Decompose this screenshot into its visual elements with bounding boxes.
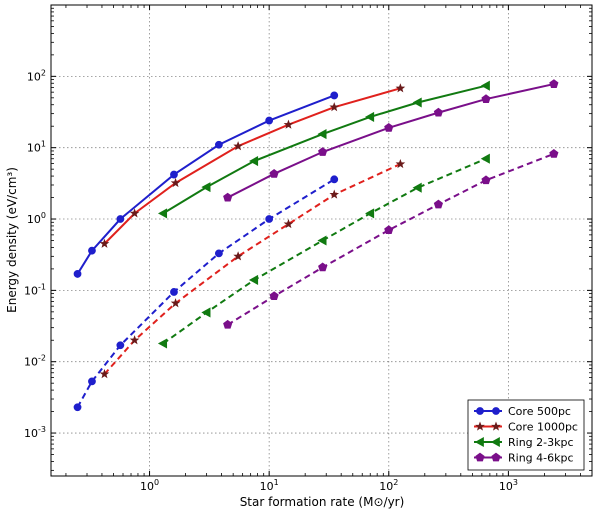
data-point-ring-2-3kpc-dashed	[480, 153, 490, 164]
x-tick-label: 100	[140, 478, 159, 493]
data-point-core-500pc-dashed	[330, 175, 339, 184]
legend-label-core-1000pc: Core 1000pc	[508, 421, 578, 434]
legend-marker-core-1000pc	[475, 421, 485, 431]
data-point-ring-4-6kpc-solid	[549, 79, 559, 88]
data-point-core-1000pc-solid	[283, 119, 294, 129]
data-point-core-1000pc-dashed	[283, 219, 294, 229]
data-point-core-500pc-solid	[330, 91, 339, 100]
series-line-ring-2-3kpc-dashed	[162, 157, 487, 345]
y-axis-label: Energy density (eV/cm³)	[5, 167, 19, 313]
legend: Core 500pc Core 1000pc Ring 2-3kpc Ring 4-6…	[467, 399, 585, 471]
data-point-core-500pc-solid	[215, 140, 223, 149]
data-point-ring-4-6kpc-dashed	[549, 149, 559, 158]
data-point-ring-2-3kpc-solid	[480, 80, 490, 91]
data-point-ring-2-3kpc-dashed	[248, 274, 259, 285]
data-point-core-500pc-dashed	[116, 341, 125, 350]
data-point-core-500pc-dashed	[88, 377, 96, 386]
x-tick-label: 103	[499, 478, 518, 493]
data-point-core-500pc-solid	[170, 170, 178, 179]
legend-marker-core-500pc	[492, 407, 500, 415]
data-point-ring-2-3kpc-solid	[157, 208, 168, 219]
data-point-ring-4-6kpc-dashed	[223, 319, 233, 329]
series-line-ring-4-6kpc-solid	[227, 83, 555, 199]
data-point-core-1000pc-solid	[233, 141, 243, 151]
y-tick-label: 10-1	[24, 282, 46, 297]
data-point-ring-2-3kpc-solid	[365, 111, 375, 122]
data-point-core-500pc-solid	[88, 246, 96, 255]
data-point-core-500pc-dashed	[170, 288, 178, 296]
data-point-ring-2-3kpc-solid	[317, 129, 327, 140]
axis-ticks: 100 101 102 103 10-3 10-2 10-1 100 101 102	[24, 5, 592, 493]
data-point-ring-4-6kpc-solid	[318, 147, 328, 156]
x-tick-label: 102	[379, 478, 398, 493]
data-point-core-1000pc-dashed	[170, 298, 181, 308]
x-axis-label: Star formation rate (M⊙/yr)	[240, 495, 405, 509]
data-point-ring-4-6kpc-solid	[269, 169, 279, 178]
legend-marker-core-500pc	[476, 407, 484, 415]
data-point-ring-4-6kpc-dashed	[318, 262, 328, 272]
data-point-core-500pc-solid	[116, 215, 125, 223]
legend-marker-core-1000pc	[491, 421, 501, 431]
data-point-ring-4-6kpc-solid	[223, 192, 233, 202]
series-line-core-1000pc-solid	[103, 87, 401, 245]
data-point-ring-2-3kpc-dashed	[365, 208, 375, 219]
data-point-ring-4-6kpc-dashed	[384, 225, 394, 234]
data-point-ring-4-6kpc-dashed	[269, 291, 279, 301]
data-point-ring-4-6kpc-dashed	[433, 199, 443, 209]
series-line-core-500pc-dashed	[76, 178, 335, 408]
data-point-ring-2-3kpc-solid	[248, 155, 259, 167]
data-point-ring-4-6kpc-solid	[433, 107, 443, 117]
legend-marker-ring-2-3kpc	[474, 436, 484, 448]
y-tick-label: 10-3	[24, 425, 46, 440]
x-tick-label: 101	[260, 478, 279, 493]
data-point-core-1000pc-solid	[395, 83, 406, 93]
legend-marker-ring-4-6kpc	[475, 452, 485, 462]
y-tick-label: 100	[27, 211, 46, 226]
data-point-core-500pc-dashed	[215, 249, 223, 258]
y-tick-label: 102	[27, 68, 46, 83]
data-point-core-1000pc-solid	[329, 102, 340, 112]
data-point-ring-4-6kpc-solid	[481, 94, 491, 103]
legend-marker-ring-2-3kpc	[490, 436, 500, 448]
y-tick-label: 101	[27, 140, 46, 155]
data-point-core-1000pc-dashed	[233, 251, 243, 261]
data-point-core-1000pc-dashed	[129, 335, 140, 345]
legend-label-ring-4-6kpc: Ring 4-6kpc	[508, 452, 574, 465]
data-point-core-1000pc-dashed	[395, 158, 406, 169]
data-point-core-1000pc-solid	[99, 238, 110, 248]
series-layer	[73, 79, 559, 412]
legend-label-core-500pc: Core 500pc	[508, 405, 571, 418]
data-point-ring-2-3kpc-dashed	[317, 235, 327, 246]
y-tick-label: 10-2	[24, 354, 46, 369]
data-point-core-1000pc-solid	[170, 177, 181, 188]
data-point-core-1000pc-solid	[129, 208, 140, 218]
data-point-ring-2-3kpc-dashed	[201, 307, 211, 318]
data-point-ring-4-6kpc-dashed	[481, 175, 491, 185]
data-point-ring-2-3kpc-dashed	[157, 338, 168, 349]
data-point-core-500pc-solid	[265, 116, 274, 125]
legend-marker-ring-4-6kpc	[491, 452, 501, 462]
data-point-ring-4-6kpc-solid	[384, 122, 394, 132]
data-point-core-500pc-dashed	[73, 403, 82, 412]
data-point-ring-2-3kpc-solid	[412, 97, 422, 108]
data-point-core-1000pc-dashed	[329, 189, 340, 199]
grid	[51, 5, 592, 476]
data-point-core-500pc-solid	[73, 270, 82, 278]
legend-label-ring-2-3kpc: Ring 2-3kpc	[508, 436, 574, 449]
data-point-core-1000pc-dashed	[99, 369, 110, 379]
data-point-ring-2-3kpc-dashed	[412, 182, 422, 193]
data-point-ring-2-3kpc-solid	[201, 182, 211, 193]
data-point-core-500pc-dashed	[265, 215, 274, 223]
